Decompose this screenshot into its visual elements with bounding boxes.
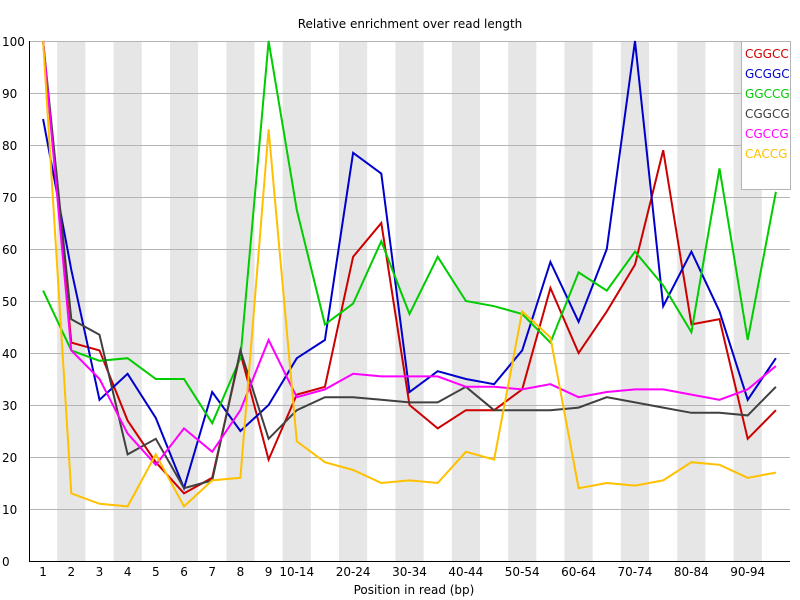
x-tick-label: 40-44 (448, 565, 483, 579)
series-line-ggccg (42, 40, 777, 426)
axes (29, 41, 790, 562)
x-tick-label: 10-14 (279, 565, 314, 579)
series-line-cgccg (42, 40, 777, 467)
y-tick-labels: 0 10 20 30 40 50 60 70 80 90 100 (2, 35, 25, 569)
x-tick-label: 50-54 (505, 565, 540, 579)
x-tick-label: 4 (124, 565, 132, 579)
x-tick-label: 3 (96, 565, 104, 579)
x-tick-label: 2 (67, 565, 75, 579)
y-tick-label: 30 (2, 399, 17, 413)
x-tick-label: 30-34 (392, 565, 427, 579)
y-tick-label: 40 (2, 347, 17, 361)
legend-item-caccg: CACCG (745, 147, 787, 161)
x-axis-title: Position in read (bp) (354, 583, 475, 597)
y-tick-label: 20 (2, 451, 17, 465)
legend-item-cggcg: CGGCG (745, 107, 790, 121)
x-tick-labels: 1 2 3 4 5 6 7 8 9 10-14 20-24 30-34 40-44 50-54 60-64 7… (39, 565, 765, 579)
legend-box (741, 41, 791, 190)
x-tick-label: 6 (180, 565, 188, 579)
x-tick-label: 70-74 (618, 565, 653, 579)
x-tick-label: 5 (152, 565, 160, 579)
legend: CGGCC GCGGC GGCCG CGGCG CGCCG CACCG (741, 41, 791, 190)
x-tick-label: 8 (237, 565, 245, 579)
x-tick-label: 80-84 (674, 565, 709, 579)
y-tick-label: 90 (2, 87, 17, 101)
x-tick-label: 7 (208, 565, 216, 579)
y-tick-label: 0 (2, 555, 10, 569)
legend-item-cggcc: CGGCC (745, 47, 789, 61)
series-line-caccg (42, 40, 777, 509)
y-tick-label: 70 (2, 191, 17, 205)
series-line-gcggc (42, 40, 777, 492)
x-tick-label: 60-64 (561, 565, 596, 579)
legend-item-gcggc: GCGGC (745, 67, 790, 81)
gridlines (29, 41, 790, 510)
data-series (42, 40, 777, 509)
series-line-cggcg (42, 40, 777, 490)
y-tick-label: 60 (2, 243, 17, 257)
chart-title: Relative enrichment over read length (298, 17, 523, 31)
y-tick-label: 80 (2, 139, 17, 153)
x-tick-label: 90-94 (730, 565, 765, 579)
y-tick-label: 50 (2, 295, 17, 309)
x-tick-label: 9 (265, 565, 273, 579)
y-tick-label: 100 (2, 35, 25, 49)
legend-item-cgccg: CGCCG (745, 127, 789, 141)
y-tick-label: 10 (2, 503, 17, 517)
x-tick-label: 1 (39, 565, 47, 579)
legend-item-ggccg: GGCCG (745, 87, 790, 101)
x-tick-label: 20-24 (336, 565, 371, 579)
